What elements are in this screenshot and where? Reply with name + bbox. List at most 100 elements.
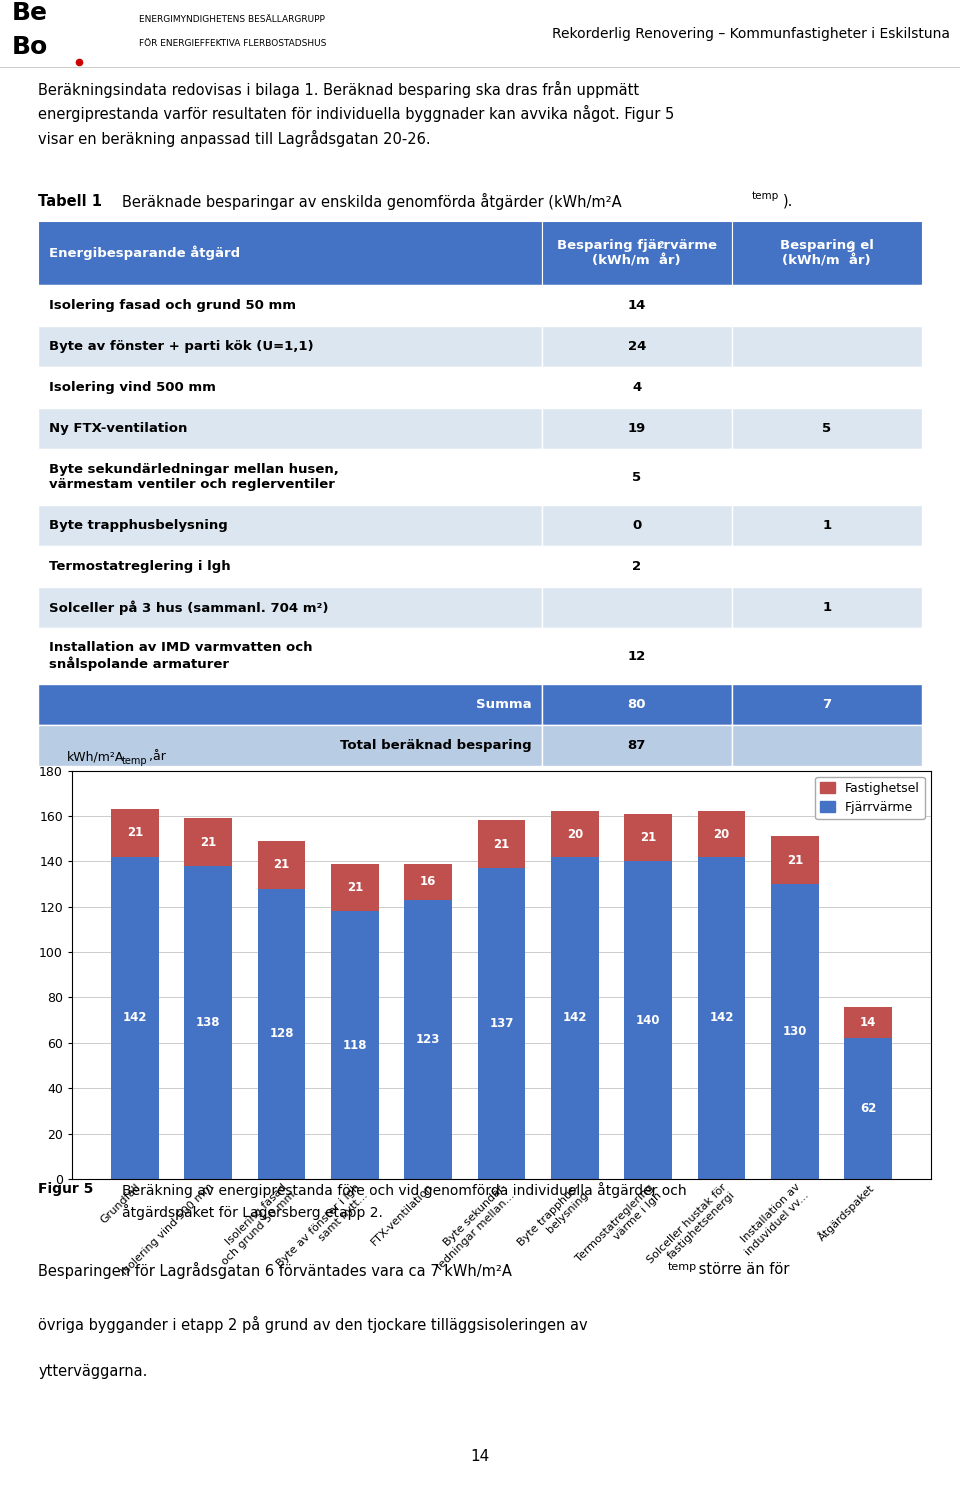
- Text: 21: 21: [493, 838, 510, 850]
- Bar: [624, 861, 672, 1179]
- Text: Beräknade besparingar av enskilda genomförda åtgärder (kWh/m²A: Beräknade besparingar av enskilda genomf…: [122, 192, 622, 210]
- Text: 142: 142: [123, 1011, 147, 1024]
- Text: Byte sekundärledningar mellan husen,
värmestam ventiler och reglerventiler: Byte sekundärledningar mellan husen, vär…: [49, 463, 339, 491]
- Bar: [184, 865, 232, 1179]
- Text: 137: 137: [490, 1017, 514, 1030]
- Text: Energibesparande åtgärd: Energibesparande åtgärd: [49, 246, 240, 260]
- Text: 21: 21: [640, 831, 657, 844]
- Text: 87: 87: [628, 739, 646, 753]
- Text: 142: 142: [563, 1011, 588, 1024]
- Text: Beräkningsindata redovisas i bilaga 1. Beräknad besparing ska dras från uppmätt
: Beräkningsindata redovisas i bilaga 1. B…: [38, 81, 675, 147]
- FancyBboxPatch shape: [541, 547, 732, 587]
- FancyBboxPatch shape: [38, 221, 541, 285]
- Bar: [257, 841, 305, 889]
- Text: 16: 16: [420, 876, 437, 888]
- Bar: [551, 856, 599, 1179]
- FancyBboxPatch shape: [541, 366, 732, 409]
- Bar: [478, 820, 525, 868]
- FancyBboxPatch shape: [732, 547, 922, 587]
- Text: 20: 20: [566, 828, 583, 841]
- FancyBboxPatch shape: [38, 725, 541, 766]
- Text: 19: 19: [628, 422, 646, 436]
- Text: FÖR ENERGIEFFEKTIVA FLERBOSTADSHUS: FÖR ENERGIEFFEKTIVA FLERBOSTADSHUS: [139, 39, 326, 48]
- FancyBboxPatch shape: [38, 587, 541, 628]
- Bar: [331, 864, 379, 912]
- Text: Beräkning av energiprestanda före och vid genomförda individuella åtgärder och
å: Beräkning av energiprestanda före och vi…: [122, 1182, 687, 1221]
- FancyBboxPatch shape: [732, 221, 922, 285]
- Bar: [698, 856, 746, 1179]
- Text: 24: 24: [628, 341, 646, 353]
- Text: Rekorderlig Renovering – Kommunfastigheter i Eskilstuna: Rekorderlig Renovering – Kommunfastighet…: [552, 27, 950, 41]
- Bar: [404, 900, 452, 1179]
- Text: 21: 21: [787, 853, 804, 867]
- Text: 1: 1: [822, 520, 831, 532]
- Bar: [771, 885, 819, 1179]
- FancyBboxPatch shape: [541, 725, 732, 766]
- Text: 21: 21: [347, 880, 363, 894]
- FancyBboxPatch shape: [541, 683, 732, 725]
- Text: Installation av IMD varmvatten och
snålspolande armaturer: Installation av IMD varmvatten och snåls…: [49, 641, 313, 671]
- Bar: [624, 814, 672, 861]
- Bar: [771, 837, 819, 885]
- Text: ,år: ,år: [149, 749, 166, 763]
- Text: 2: 2: [659, 240, 664, 249]
- Text: 80: 80: [628, 698, 646, 710]
- Text: 128: 128: [270, 1027, 294, 1041]
- Text: Tabell 1: Tabell 1: [38, 194, 103, 209]
- FancyBboxPatch shape: [541, 285, 732, 326]
- Bar: [845, 1038, 892, 1179]
- FancyBboxPatch shape: [541, 326, 732, 366]
- Text: 5: 5: [633, 470, 641, 484]
- Legend: Fastighetsel, Fjärrvärme: Fastighetsel, Fjärrvärme: [815, 777, 924, 819]
- Text: 21: 21: [127, 826, 143, 840]
- Text: Besparingen för Lagrådsgatan 6 förväntades vara ca 7 kWh/m²A: Besparingen för Lagrådsgatan 6 förväntad…: [38, 1262, 513, 1278]
- Text: Besparing el
(kWh/m  år): Besparing el (kWh/m år): [780, 239, 874, 267]
- Text: 2: 2: [633, 560, 641, 574]
- Text: Summa: Summa: [475, 698, 531, 710]
- Text: temp: temp: [667, 1262, 696, 1272]
- Text: 7: 7: [822, 698, 831, 710]
- FancyBboxPatch shape: [38, 285, 541, 326]
- Text: 20: 20: [713, 828, 730, 841]
- Bar: [551, 811, 599, 856]
- Text: 138: 138: [196, 1015, 221, 1029]
- Bar: [331, 912, 379, 1179]
- Text: 4: 4: [632, 382, 641, 394]
- Text: 12: 12: [628, 649, 646, 662]
- FancyBboxPatch shape: [732, 505, 922, 547]
- Text: 123: 123: [416, 1033, 441, 1045]
- Bar: [404, 864, 452, 900]
- Text: 14: 14: [628, 299, 646, 312]
- FancyBboxPatch shape: [38, 683, 541, 725]
- Text: Isolering fasad och grund 50 mm: Isolering fasad och grund 50 mm: [49, 299, 296, 312]
- Text: större än för: större än för: [694, 1262, 789, 1277]
- Bar: [184, 819, 232, 865]
- Text: Bo: Bo: [12, 35, 48, 59]
- Text: Byte av fönster + parti kök (U=1,1): Byte av fönster + parti kök (U=1,1): [49, 341, 314, 353]
- FancyBboxPatch shape: [732, 326, 922, 366]
- Text: Solceller på 3 hus (sammanl. 704 m²): Solceller på 3 hus (sammanl. 704 m²): [49, 601, 328, 614]
- Text: 21: 21: [200, 835, 216, 849]
- Text: ENERGIMYNDIGHETENS BESÄLLARGRUPP: ENERGIMYNDIGHETENS BESÄLLARGRUPP: [139, 15, 325, 24]
- FancyBboxPatch shape: [38, 326, 541, 366]
- Bar: [845, 1006, 892, 1038]
- FancyBboxPatch shape: [38, 366, 541, 409]
- Text: 0: 0: [632, 520, 641, 532]
- FancyBboxPatch shape: [541, 409, 732, 449]
- Text: 118: 118: [343, 1039, 367, 1051]
- Text: Besparing fjärrvärme
(kWh/m  år): Besparing fjärrvärme (kWh/m år): [557, 239, 717, 267]
- Bar: [111, 856, 158, 1179]
- Text: 62: 62: [860, 1102, 876, 1114]
- Text: 140: 140: [636, 1014, 660, 1027]
- Text: Total beräknad besparing: Total beräknad besparing: [340, 739, 531, 753]
- FancyBboxPatch shape: [732, 449, 922, 505]
- FancyBboxPatch shape: [541, 221, 732, 285]
- Text: 130: 130: [782, 1024, 807, 1038]
- Text: ytterväggarna.: ytterväggarna.: [38, 1364, 148, 1379]
- Text: 142: 142: [709, 1011, 733, 1024]
- FancyBboxPatch shape: [732, 725, 922, 766]
- Text: Ny FTX-ventilation: Ny FTX-ventilation: [49, 422, 187, 436]
- FancyBboxPatch shape: [732, 587, 922, 628]
- FancyBboxPatch shape: [38, 449, 541, 505]
- Text: Byte trapphusbelysning: Byte trapphusbelysning: [49, 520, 228, 532]
